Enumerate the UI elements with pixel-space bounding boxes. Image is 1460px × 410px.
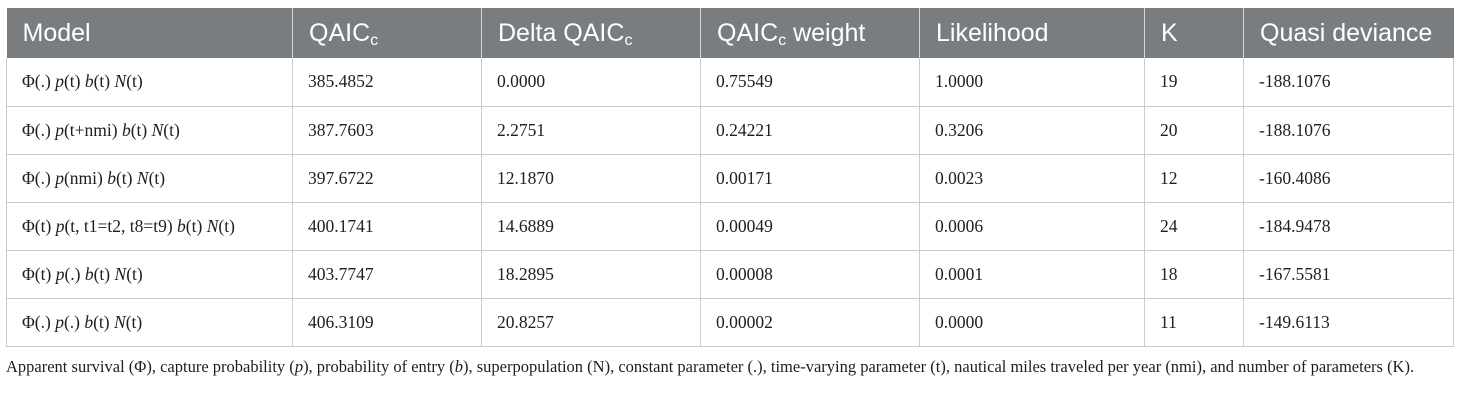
cell-model: Φ(.) p(nmi) b(t) N(t)	[6, 154, 293, 203]
cell-delta-qaicc: 0.0000	[481, 58, 701, 107]
header-qaicc: QAICc	[292, 8, 482, 58]
cell-qaicc-weight: 0.00008	[700, 250, 920, 299]
model-selection-table: Model QAICc Delta QAICc QAICc weight Lik…	[6, 8, 1454, 347]
cell-qaicc: 385.4852	[292, 58, 482, 107]
cell-likelihood: 0.0006	[919, 202, 1145, 251]
header-k: K	[1144, 8, 1244, 58]
cell-delta-qaicc: 18.2895	[481, 250, 701, 299]
table-footnote: Apparent survival (Φ), capture probabili…	[6, 357, 1415, 376]
table-row: Φ(.) p(nmi) b(t) N(t) 397.6722 12.1870 0.00…	[6, 154, 1454, 203]
cell-model: Φ(t) p(.) b(t) N(t)	[6, 250, 293, 299]
cell-model: Φ(t) p(t, t1=t2, t8=t9) b(t) N(t)	[6, 202, 293, 251]
header-likelihood: Likelihood	[919, 8, 1145, 58]
cell-likelihood: 0.0000	[919, 298, 1145, 347]
cell-quasi-deviance: -184.9478	[1243, 202, 1454, 251]
cell-qaicc: 406.3109	[292, 298, 482, 347]
cell-qaicc: 403.7747	[292, 250, 482, 299]
cell-k: 11	[1144, 298, 1244, 347]
cell-k: 24	[1144, 202, 1244, 251]
cell-quasi-deviance: -188.1076	[1243, 58, 1454, 107]
cell-k: 20	[1144, 106, 1244, 155]
cell-qaicc-weight: 0.00049	[700, 202, 920, 251]
cell-quasi-deviance: -160.4086	[1243, 154, 1454, 203]
cell-model: Φ(.) p(.) b(t) N(t)	[6, 298, 293, 347]
cell-model: Φ(.) p(t+nmi) b(t) N(t)	[6, 106, 293, 155]
header-model: Model	[22, 18, 91, 47]
cell-quasi-deviance: -188.1076	[1243, 106, 1454, 155]
cell-likelihood: 0.0001	[919, 250, 1145, 299]
cell-delta-qaicc: 20.8257	[481, 298, 701, 347]
header-row: Model QAICc Delta QAICc QAICc weight Lik…	[6, 8, 1454, 58]
cell-k: 12	[1144, 154, 1244, 203]
cell-quasi-deviance: -167.5581	[1243, 250, 1454, 299]
header-quasi-deviance: Quasi deviance	[1243, 8, 1454, 58]
table-row: Φ(.) p(t+nmi) b(t) N(t) 387.7603 2.2751 0.2…	[6, 106, 1454, 155]
cell-k: 19	[1144, 58, 1244, 107]
cell-qaicc-weight: 0.24221	[700, 106, 920, 155]
cell-likelihood: 1.0000	[919, 58, 1145, 107]
cell-quasi-deviance: -149.6113	[1243, 298, 1454, 347]
table-row: Φ(t) p(.) b(t) N(t) 403.7747 18.2895 0.0000…	[6, 250, 1454, 299]
cell-qaicc-weight: 0.00002	[700, 298, 920, 347]
cell-qaicc: 387.7603	[292, 106, 482, 155]
header-delta-qaicc: Delta QAICc	[481, 8, 701, 58]
cell-likelihood: 0.0023	[919, 154, 1145, 203]
cell-qaicc-weight: 0.00171	[700, 154, 920, 203]
cell-likelihood: 0.3206	[919, 106, 1145, 155]
cell-delta-qaicc: 14.6889	[481, 202, 701, 251]
cell-k: 18	[1144, 250, 1244, 299]
table-row: Φ(.) p(.) b(t) N(t) 406.3109 20.8257 0.0000…	[6, 298, 1454, 347]
cell-qaicc: 397.6722	[292, 154, 482, 203]
table-row: Φ(.) p(t) b(t) N(t) 385.4852 0.0000 0.75549…	[6, 58, 1454, 107]
table-container: Model QAICc Delta QAICc QAICc weight Lik…	[6, 8, 1454, 347]
cell-delta-qaicc: 12.1870	[481, 154, 701, 203]
cell-model: Φ(.) p(t) b(t) N(t)	[6, 58, 293, 107]
cell-delta-qaicc: 2.2751	[481, 106, 701, 155]
table-row: Φ(t) p(t, t1=t2, t8=t9) b(t) N(t) 400.174…	[6, 202, 1454, 251]
cell-qaicc: 400.1741	[292, 202, 482, 251]
header-qaicc-weight: QAICc weight	[700, 8, 920, 58]
cell-qaicc-weight: 0.75549	[700, 58, 920, 107]
